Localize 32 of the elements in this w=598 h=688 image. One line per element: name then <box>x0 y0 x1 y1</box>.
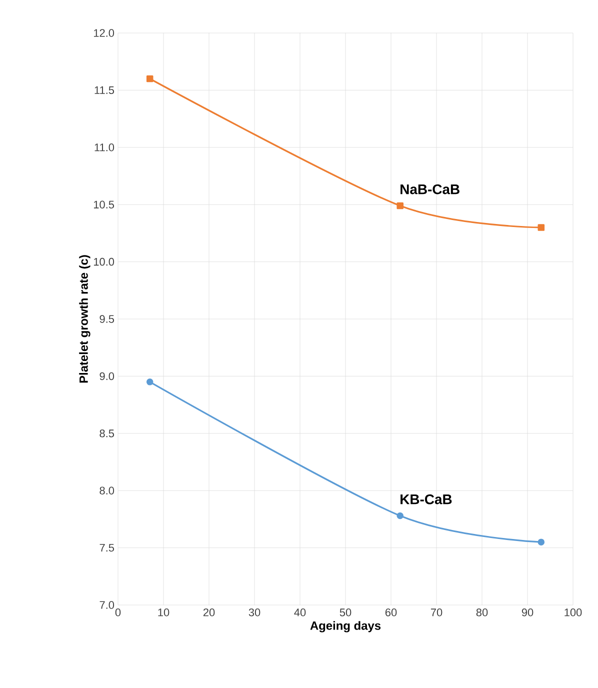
y-tick-label: 7.0 <box>100 601 114 609</box>
y-axis-title: Platelet growth rate (c) <box>79 255 90 383</box>
point <box>538 538 545 546</box>
y-tick-label: 9.0 <box>100 372 114 380</box>
x-tick-label: 100 <box>564 608 582 616</box>
y-tick-label: 11.5 <box>94 86 114 94</box>
y-tick-label: 9.5 <box>100 315 114 323</box>
series-label: KB-CaB <box>400 494 452 504</box>
y-tick-label: 8.0 <box>100 486 114 494</box>
point <box>146 378 154 386</box>
x-tick-label: 80 <box>476 608 488 616</box>
y-tick-label: 12.0 <box>94 29 114 37</box>
x-tick-label: 10 <box>158 608 170 616</box>
x-axis-title: Ageing days <box>310 621 381 632</box>
x-tick-label: 40 <box>294 608 306 616</box>
x-tick-label: 0 <box>115 608 121 616</box>
y-tick-label: 7.5 <box>100 544 114 552</box>
x-tick-label: 60 <box>385 608 397 616</box>
y-tick-label: 10.5 <box>94 200 114 208</box>
x-tick-label: 30 <box>248 608 260 616</box>
point <box>396 512 404 520</box>
point <box>396 202 404 210</box>
x-tick-label: 20 <box>203 608 215 616</box>
y-tick-label: 8.5 <box>100 430 114 438</box>
x-tick-label: 50 <box>340 608 352 616</box>
x-tick-label: 70 <box>430 608 442 616</box>
y-tick-label: 10.0 <box>94 258 114 266</box>
point <box>538 224 545 231</box>
series-label: NaB-CaB <box>400 184 460 194</box>
y-tick-label: 11.0 <box>94 144 114 152</box>
point <box>146 75 154 82</box>
x-tick-label: 90 <box>522 608 534 616</box>
